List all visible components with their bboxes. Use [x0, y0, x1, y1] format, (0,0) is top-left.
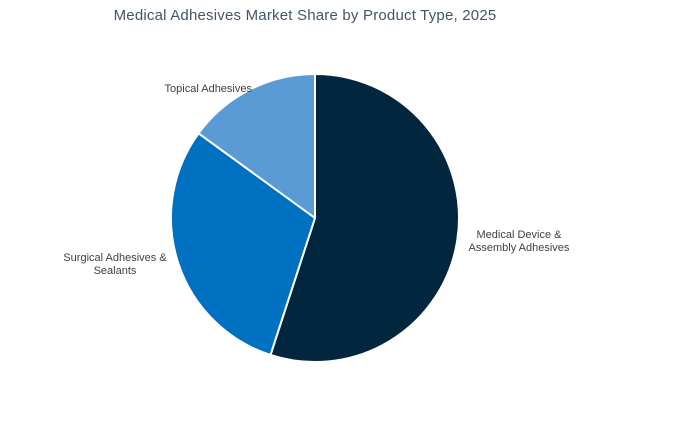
slice-label-surgical-adhesives-sealants: Surgical Adhesives & Sealants	[63, 252, 167, 277]
chart-title: Medical Adhesives Market Share by Produc…	[113, 7, 497, 24]
pie-slice-1	[170, 132, 316, 356]
pie-slice-0	[269, 73, 460, 363]
pie-slice-2	[197, 73, 316, 219]
slice-label-medical-device-assembly-adhesives: Medical Device & Assembly Adhesives	[468, 229, 570, 254]
slice-label-topical-adhesives: Topical Adhesives	[164, 83, 252, 95]
